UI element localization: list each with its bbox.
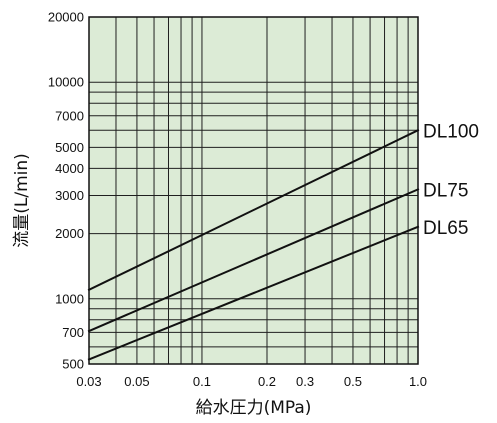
frame-layer [88, 16, 419, 365]
x-tick-label: 0.1 [193, 374, 211, 389]
y-tick-label: 5000 [55, 140, 84, 155]
series-line-dl75 [87, 188, 420, 333]
series-label-dl75: DL75 [423, 180, 468, 201]
series-layer [87, 128, 420, 361]
y-tick-label: 10000 [48, 75, 84, 90]
label-layer: DL100 DL75 DL65 給水圧力(MPa) 流量(L/min) [12, 121, 479, 418]
x-tick-label: 1.0 [409, 374, 427, 389]
y-tick-label: 4000 [55, 161, 84, 176]
y-tick-label: 7000 [55, 108, 84, 123]
x-tick-label: 0.5 [344, 374, 362, 389]
y-tick-label: 700 [62, 325, 84, 340]
plot-background-layer [89, 17, 418, 364]
y-tick-label: 3000 [55, 188, 84, 203]
series-label-dl100: DL100 [423, 121, 479, 142]
y-axis-title: 流量(L/min) [12, 153, 32, 248]
x-tick-label: 0.3 [296, 374, 314, 389]
x-tick-label: 0.05 [124, 374, 149, 389]
y-tick-label: 1000 [55, 291, 84, 306]
series-line-dl100 [87, 128, 420, 292]
x-axis-title: 給水圧力(MPa) [196, 398, 312, 418]
y-tick-label: 20000 [48, 10, 84, 25]
tick-label-layer: 0.03 0.05 0.1 0.2 0.3 0.5 1.0 500 700 1000 2000 300… [48, 10, 427, 390]
x-tick-label: 0.2 [258, 374, 276, 389]
plot-background [89, 17, 418, 364]
series-line-dl65 [87, 225, 420, 361]
series-label-dl65: DL65 [423, 218, 468, 239]
y-tick-label: 2000 [55, 226, 84, 241]
y-tick-label: 500 [62, 357, 84, 372]
plot-frame [88, 16, 419, 365]
x-tick-label: 0.03 [76, 374, 101, 389]
